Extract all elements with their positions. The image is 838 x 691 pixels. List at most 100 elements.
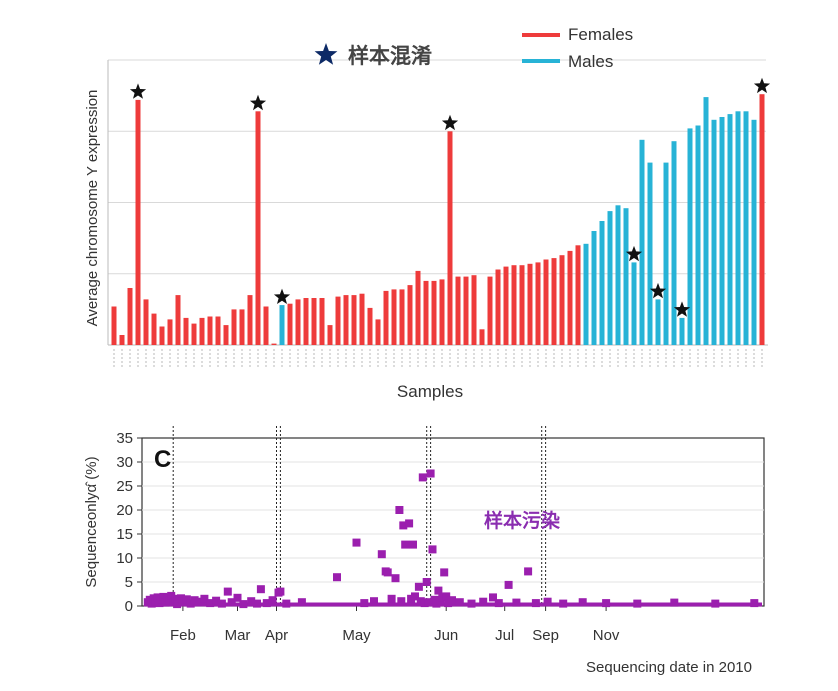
contamination-point	[409, 540, 417, 549]
scatter-x-ticks: Feb Mar Apr May Jun Jul Sep Nov	[170, 606, 620, 644]
male-sample-bar	[743, 111, 749, 345]
y-tick-label: 35	[116, 430, 133, 447]
contamination-point	[391, 574, 400, 583]
female-sample-bar	[431, 280, 437, 345]
contamination-point	[543, 597, 552, 606]
female-sample-bar	[191, 323, 197, 345]
female-sample-bar	[319, 298, 325, 345]
male-sample-bar	[695, 125, 701, 345]
contamination-point	[387, 594, 396, 603]
male-sample-bar	[631, 262, 637, 345]
contamination-point	[633, 599, 642, 608]
contamination-point	[524, 567, 533, 576]
x-tick-label: Apr	[265, 627, 288, 644]
contamination-point	[212, 596, 221, 605]
contamination-point	[395, 506, 404, 514]
male-sample-bar	[647, 162, 653, 345]
contamination-point	[256, 585, 265, 594]
bar-chart-gridlines	[108, 59, 766, 275]
male-sample-bar	[751, 119, 757, 345]
contamination-point	[711, 599, 720, 608]
contamination-point	[578, 598, 587, 607]
contamination-point	[455, 598, 464, 607]
contamination-point	[448, 596, 456, 605]
x-tick-label: May	[342, 627, 371, 644]
male-sample-bar	[719, 117, 725, 345]
contamination-point	[442, 592, 451, 601]
contamination-point	[333, 573, 341, 582]
x-tick-label: Feb	[170, 627, 196, 644]
female-sample-bar	[463, 276, 469, 345]
contamination-point	[424, 598, 433, 607]
male-sample-bar	[687, 128, 693, 345]
female-sample-bar	[423, 280, 429, 345]
scatter-dotted-date-lines	[172, 426, 547, 606]
female-sample-bar	[391, 289, 397, 345]
female-sample-bar	[551, 258, 557, 345]
female-sample-bar	[327, 325, 333, 345]
bar-chart-panel: Average chromosome Y expression Samples …	[84, 25, 771, 401]
female-sample-bar	[439, 279, 445, 345]
female-sample-bar	[335, 296, 341, 345]
female-sample-bar	[367, 307, 373, 345]
bar-series	[111, 94, 765, 346]
contamination-point	[217, 599, 226, 608]
contamination-point	[182, 595, 191, 604]
contamination-point	[297, 598, 306, 607]
bar-chart-y-axis-label: Average chromosome Y expression	[84, 90, 101, 327]
x-tick-label: Nov	[593, 627, 620, 644]
male-sample-bar	[735, 111, 741, 345]
male-sample-bar	[583, 243, 589, 345]
contamination-point	[206, 599, 215, 608]
scatter-x-axis-label: Sequencing date in 2010	[586, 659, 752, 676]
female-sample-bar	[247, 295, 253, 345]
male-sample-bar	[591, 231, 597, 345]
y-tick-label: 25	[116, 478, 133, 495]
female-sample-bar	[455, 276, 461, 345]
female-sample-bar	[111, 306, 117, 345]
female-sample-bar	[271, 343, 277, 345]
contamination-point	[377, 550, 386, 559]
female-sample-bar	[527, 263, 533, 345]
y-tick-label: 5	[125, 574, 133, 591]
female-sample-bar	[207, 316, 213, 345]
female-sample-bar	[503, 266, 509, 345]
contamination-point	[370, 597, 378, 606]
contamination-point	[489, 593, 497, 602]
male-sample-bar	[623, 208, 629, 345]
contamination-point	[411, 592, 419, 601]
female-sample-bar	[295, 299, 301, 345]
female-sample-bar	[255, 111, 261, 345]
contamination-point	[418, 473, 427, 482]
contamination-point	[559, 599, 568, 608]
female-sample-bar	[543, 259, 549, 345]
male-sample-bar	[655, 299, 661, 345]
contamination-point	[670, 598, 679, 607]
contamination-point	[422, 578, 431, 586]
male-sample-bar	[599, 221, 605, 345]
contamination-point	[276, 587, 285, 596]
contamination-point	[194, 597, 203, 606]
female-sample-bar	[127, 288, 133, 345]
y-tick-label: 10	[116, 550, 133, 567]
star-icon	[625, 245, 643, 262]
y-tick-label: 30	[116, 454, 133, 471]
contamination-point	[531, 599, 540, 608]
contamination-point	[397, 597, 406, 606]
contamination-point	[247, 597, 256, 606]
contamination-point	[467, 599, 476, 608]
sample-mixup-label: 样本混淆	[348, 44, 432, 68]
contamination-point	[223, 587, 232, 596]
contamination-point	[426, 469, 435, 478]
contamination-point	[352, 538, 361, 547]
contamination-point	[383, 568, 392, 577]
female-sample-bar	[199, 317, 205, 345]
male-sample-bar	[679, 317, 685, 345]
contamination-point	[171, 594, 180, 603]
female-sample-bar	[471, 275, 477, 345]
female-sample-bar	[215, 316, 221, 345]
contamination-point	[262, 599, 271, 608]
female-sample-bar	[575, 245, 581, 346]
female-sample-bar	[479, 329, 485, 345]
